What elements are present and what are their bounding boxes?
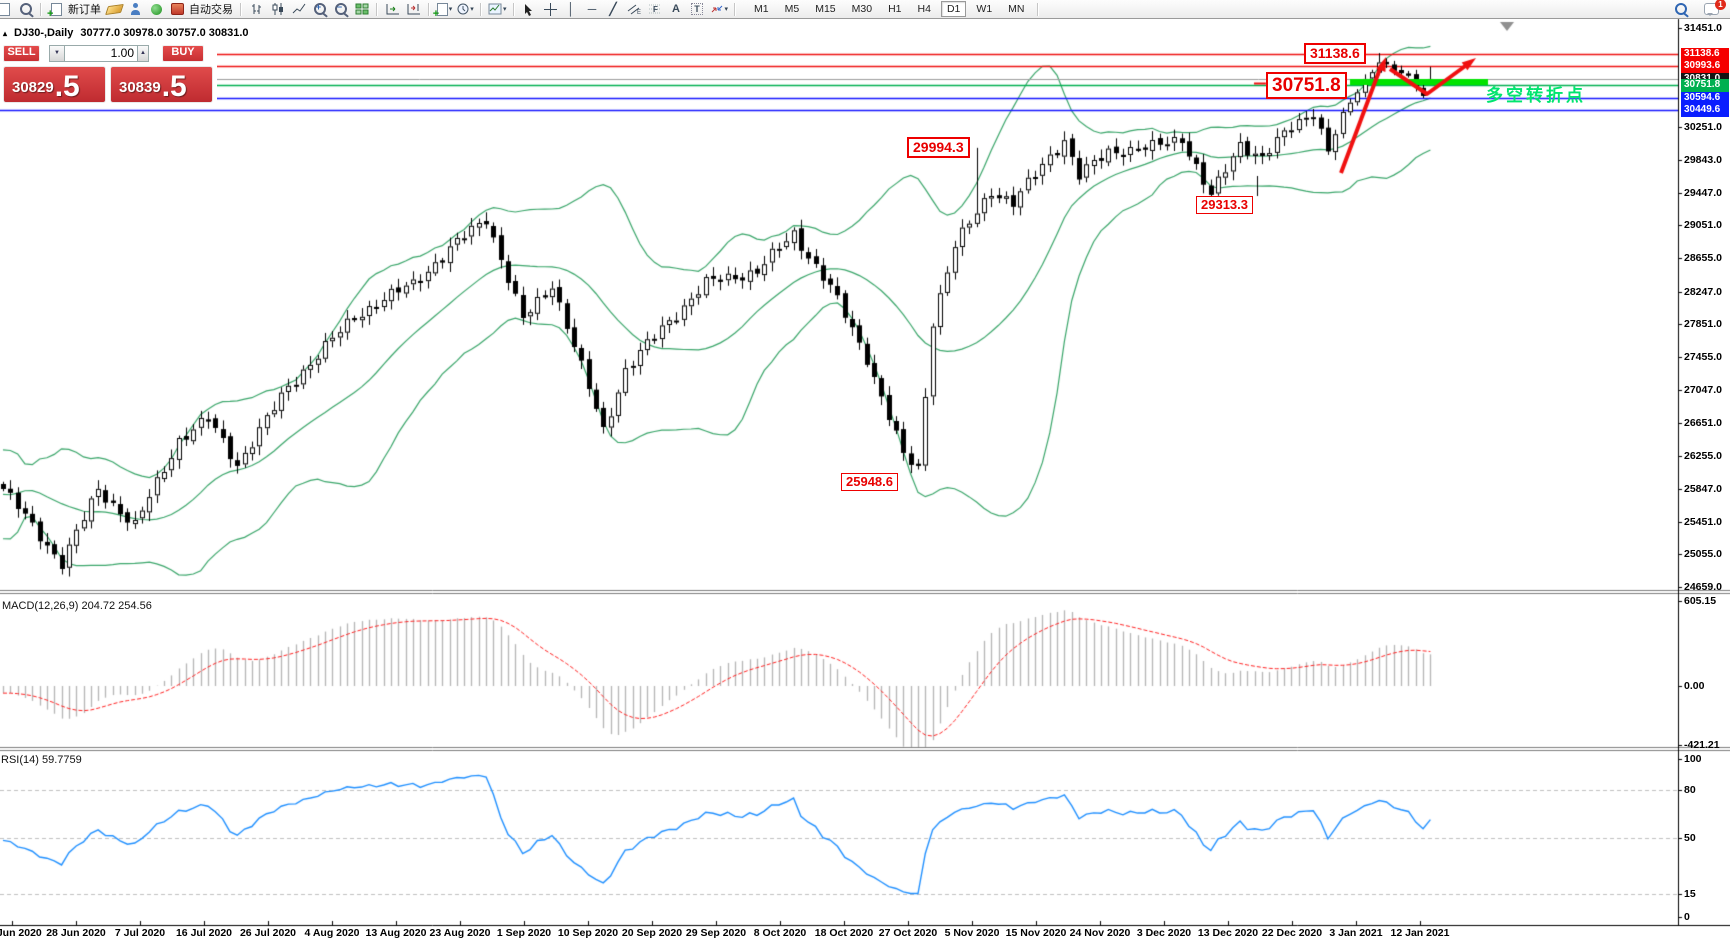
tf-button-MN[interactable]: MN — [1008, 3, 1025, 15]
trend-note-text[interactable]: 多空转折点 — [1486, 86, 1586, 105]
tf-button-H1[interactable]: H1 — [888, 3, 902, 15]
toolbar-separator — [734, 2, 737, 16]
buy-price-main: 30839 — [119, 79, 161, 96]
svg-text:F: F — [653, 5, 658, 14]
equidistant-channel-icon[interactable]: E — [626, 1, 643, 17]
line-chart-icon[interactable] — [290, 1, 307, 17]
tf-button-W1[interactable]: W1 — [976, 3, 993, 15]
rsi-value: 59.7759 — [41, 754, 82, 766]
toolbar: + 新订单 自动交易 + − + ▾ ▾ ▾ │ ─ ╱ E F A T ▾ M1… — [0, 0, 1730, 19]
macd-values: 204.72 254.56 — [81, 600, 152, 612]
templates-icon[interactable]: ▾ — [488, 1, 507, 17]
svg-text:E: E — [637, 10, 641, 15]
chart-title: ▴ DJ30-,Daily 30777.0 30978.0 30757.0 30… — [3, 27, 249, 39]
price-annotation[interactable]: 29313.3 — [1196, 196, 1253, 214]
tile-windows-icon[interactable] — [353, 1, 370, 17]
one-click-trading-panel: SELL ▼ ▲ BUY 30829 .5 30839 .5 — [0, 42, 217, 106]
volume-input[interactable] — [64, 44, 138, 62]
preview-icon[interactable] — [17, 1, 34, 17]
sell-price-box[interactable]: 30829 .5 — [3, 66, 106, 103]
horizontal-line-icon[interactable]: ─ — [587, 2, 597, 16]
periods-icon[interactable]: ▾ — [457, 1, 474, 17]
toolbar-separator — [240, 2, 242, 16]
timeframe-bar: M1 M5 M15 M30 H1 H4 D1 W1 MN — [746, 1, 1032, 17]
buy-price-box[interactable]: 30839 .5 — [110, 66, 213, 103]
price-annotation[interactable]: 29994.3 — [907, 137, 970, 159]
tf-button-M15[interactable]: M15 — [815, 3, 836, 15]
toolbar-separator — [1036, 2, 1039, 16]
bar-chart-icon[interactable] — [248, 1, 265, 17]
toolbar-separator — [376, 2, 378, 16]
zoom-out-icon[interactable]: − — [332, 1, 349, 17]
vertical-line-icon[interactable]: │ — [567, 2, 575, 16]
volume-decrease-button[interactable]: ▼ — [49, 44, 64, 62]
tf-button-M5[interactable]: M5 — [784, 3, 800, 15]
text-icon[interactable]: A — [672, 3, 680, 15]
notification-badge: 1 — [1715, 0, 1726, 10]
signal-icon[interactable] — [148, 1, 165, 17]
zoom-in-icon[interactable]: + — [311, 1, 328, 17]
new-order-label[interactable]: 新订单 — [68, 4, 101, 16]
chart-shift-icon[interactable] — [405, 1, 422, 17]
macd-indicator-label: MACD(12,26,9) 204.72 254.56 — [2, 600, 152, 612]
crosshair-icon[interactable] — [542, 1, 559, 17]
indicators-icon[interactable]: + ▾ — [433, 1, 453, 19]
text-label-icon[interactable]: T — [689, 1, 706, 17]
contacts-icon[interactable] — [127, 1, 144, 17]
price-annotation[interactable]: 30751.8 — [1266, 72, 1347, 100]
candlestick-chart-icon[interactable] — [269, 1, 286, 17]
auto-trading-label[interactable]: 自动交易 — [189, 4, 233, 16]
toolbar-separator — [40, 2, 42, 16]
broom-icon[interactable] — [105, 1, 124, 17]
symbol-period-label: DJ30-,Daily — [14, 27, 74, 39]
toolbar-separator — [480, 2, 482, 16]
tf-button-D1[interactable]: D1 — [940, 1, 967, 17]
ohlc-values: 30777.0 30978.0 30757.0 30831.0 — [80, 27, 249, 39]
notifications-icon[interactable]: 1 — [1703, 0, 1726, 17]
price-annotation[interactable]: 25948.6 — [841, 473, 898, 491]
rsi-name: RSI(14) — [1, 754, 39, 766]
search-icon[interactable] — [1672, 1, 1689, 17]
window-icon[interactable] — [0, 1, 13, 17]
auto-trading-icon[interactable] — [169, 1, 186, 17]
fibonacci-icon[interactable]: F — [647, 1, 664, 17]
sell-button[interactable]: SELL — [3, 44, 40, 62]
rsi-indicator-label: RSI(14) 59.7759 — [1, 754, 82, 766]
buy-button[interactable]: BUY — [162, 44, 204, 62]
sell-price-main: 30829 — [12, 79, 54, 96]
price-annotation[interactable]: 31138.6 — [1304, 43, 1366, 65]
auto-scroll-icon[interactable] — [384, 1, 401, 17]
buy-price-frac: .5 — [161, 70, 187, 103]
volume-increase-button[interactable]: ▲ — [138, 44, 149, 62]
trendline-icon[interactable]: ╱ — [609, 2, 617, 16]
sell-price-frac: .5 — [54, 70, 80, 103]
tf-button-H4[interactable]: H4 — [917, 3, 931, 15]
tf-button-M1[interactable]: M1 — [754, 3, 769, 15]
collapse-icon[interactable]: ▴ — [3, 28, 8, 38]
toolbar-separator — [428, 2, 430, 16]
tf-button-M30[interactable]: M30 — [851, 3, 873, 15]
cursor-icon[interactable] — [521, 1, 538, 17]
macd-name: MACD(12,26,9) — [2, 600, 79, 612]
toolbar-separator — [512, 2, 515, 16]
new-order-icon[interactable]: + — [47, 1, 65, 19]
arrows-icon[interactable]: ▾ — [710, 1, 728, 17]
